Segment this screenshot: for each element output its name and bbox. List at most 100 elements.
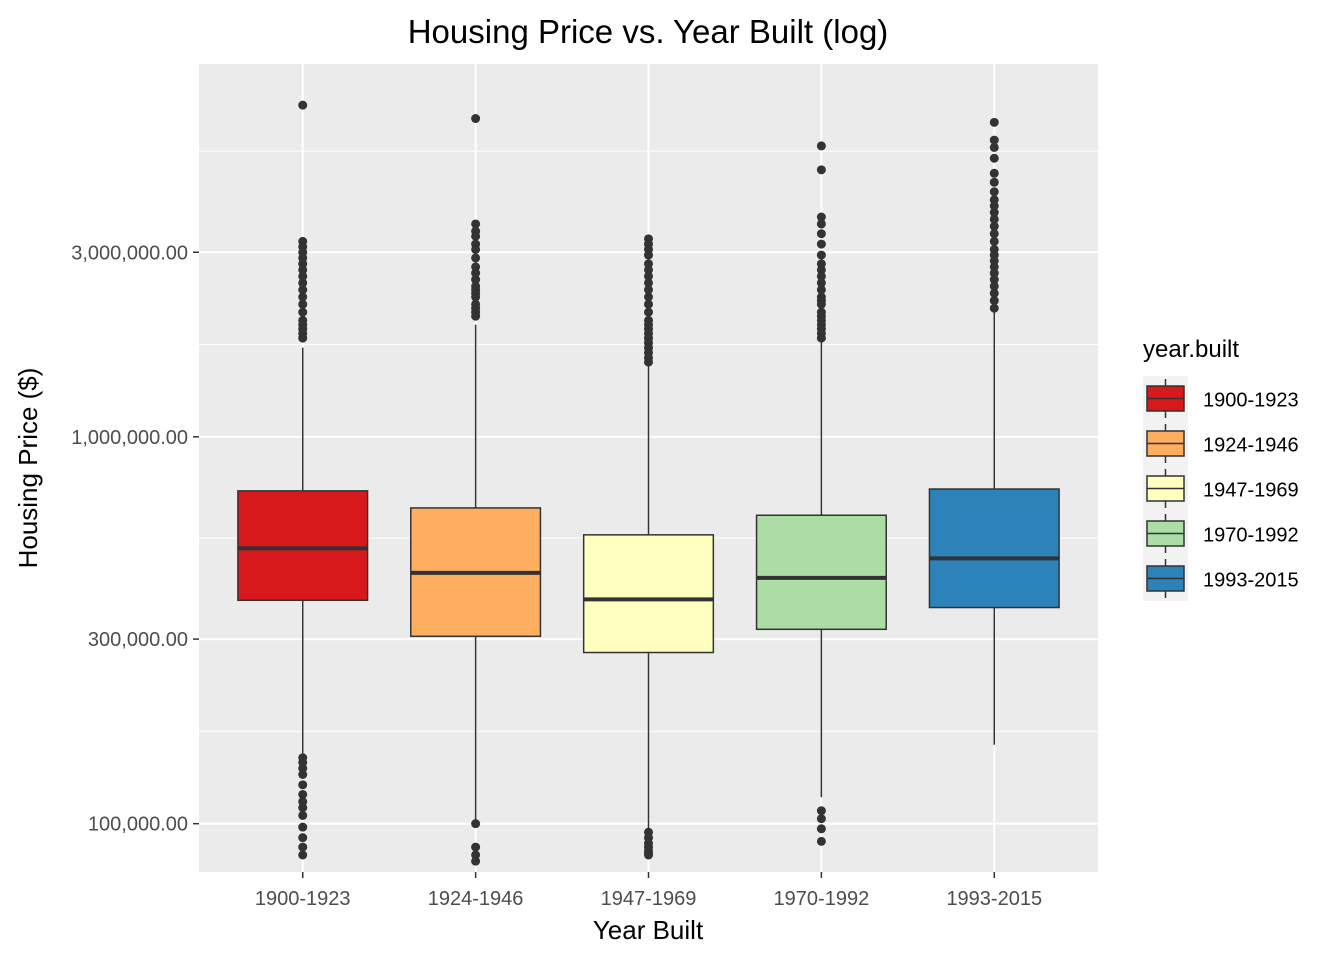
outlier-point (989, 303, 999, 313)
outlier-point (298, 307, 308, 317)
outlier-point (816, 271, 826, 281)
outlier-point (989, 229, 999, 239)
outlier-point (298, 769, 308, 779)
outlier-point (816, 299, 826, 309)
legend-item-1900-1923: 1900-1923 (1143, 376, 1299, 421)
y-axis-title: Housing Price ($) (13, 368, 43, 569)
outlier-point (298, 850, 308, 860)
outlier-point (298, 292, 308, 302)
outlier-point (989, 168, 999, 178)
outlier-point (471, 819, 481, 829)
box-1993-2015 (928, 117, 1060, 745)
legend-label: 1900-1923 (1203, 390, 1299, 412)
outlier-point (298, 803, 308, 813)
outlier-point (816, 239, 826, 249)
outlier-point (989, 214, 999, 224)
box-1947-1969 (582, 234, 715, 860)
legend-label: 1924-1946 (1203, 435, 1299, 457)
outlier-point (816, 212, 826, 222)
outlier-point (816, 278, 826, 288)
outlier-point (989, 201, 999, 211)
outlier-point (298, 100, 308, 110)
outlier-point (471, 262, 481, 272)
outlier-point (471, 253, 481, 263)
x-axis-title: Year Built (593, 915, 704, 945)
outlier-point (298, 285, 308, 295)
y-tick-label: 100,000.00 (88, 814, 188, 836)
outlier-point (816, 806, 826, 816)
outlier-point (471, 231, 481, 241)
outlier-point (644, 307, 653, 317)
outlier-point (989, 262, 999, 272)
legend-item-1970-1992: 1970-1992 (1143, 511, 1299, 556)
outlier-point (816, 824, 826, 834)
outlier-point (471, 244, 481, 254)
outlier-point (471, 292, 481, 302)
outlier-point (471, 850, 481, 860)
outlier-point (816, 219, 826, 229)
outlier-point (816, 333, 826, 343)
outlier-point (644, 850, 653, 860)
outlier-point (816, 250, 826, 260)
outlier-point (471, 311, 481, 321)
outlier-point (816, 229, 826, 239)
x-tick-label: 1924-1946 (428, 888, 524, 910)
outlier-point (471, 842, 481, 852)
outlier-point (989, 288, 999, 298)
box-1900-1923 (237, 100, 369, 860)
outlier-point (298, 789, 308, 799)
outlier-point (298, 763, 308, 773)
outlier-point (298, 299, 308, 309)
outlier-point (989, 281, 999, 291)
outlier-point (989, 153, 999, 163)
legend-title: year.built (1143, 336, 1239, 363)
outlier-point (298, 842, 308, 852)
boxes-layer (237, 100, 1060, 866)
outlier-point (989, 275, 999, 285)
legend-label: 1970-1992 (1203, 525, 1299, 547)
outlier-point (298, 833, 308, 843)
x-tick-label: 1900-1923 (255, 888, 351, 910)
box-1924-1946 (410, 114, 542, 866)
outlier-point (816, 265, 826, 275)
y-tick-label: 3,000,000.00 (71, 242, 188, 264)
outlier-point (644, 285, 653, 295)
outlier-point (989, 208, 999, 218)
outlier-point (471, 114, 481, 124)
outlier-point (816, 141, 826, 151)
legend-item-1993-2015: 1993-2015 (1143, 556, 1299, 601)
outlier-point (644, 292, 653, 302)
outlier-point (816, 285, 826, 295)
outlier-point (989, 177, 999, 187)
iqr-box (582, 534, 715, 654)
outlier-point (989, 296, 999, 306)
outlier-point (298, 271, 308, 281)
outlier-point (989, 221, 999, 231)
outlier-point (644, 271, 653, 281)
outlier-point (989, 135, 999, 145)
x-axis: 1900-1923 1924-1946 1947-1969 1970-1992 1993… (255, 872, 1042, 910)
iqr-box (928, 488, 1060, 609)
chart-title: Housing Price vs. Year Built (log) (408, 13, 889, 50)
outlier-point (989, 195, 999, 205)
legend-item-1947-1969: 1947-1969 (1143, 466, 1299, 511)
x-tick-label: 1970-1992 (774, 888, 870, 910)
iqr-box (237, 490, 369, 602)
box-1970-1992 (755, 141, 887, 846)
outlier-point (989, 187, 999, 197)
outlier-point (471, 856, 481, 866)
outlier-point (471, 219, 481, 229)
outlier-point (989, 142, 999, 152)
outlier-point (644, 250, 653, 260)
legend-items: 1900-1923 1924-1946 1947-1969 1970-1992 1993… (1143, 376, 1299, 601)
outlier-point (644, 278, 653, 288)
outlier-point (471, 275, 481, 285)
outlier-point (989, 268, 999, 278)
legend: year.built 1900-19231924-19461947-196919… (1143, 336, 1299, 601)
outlier-point (298, 278, 308, 288)
outlier-point (816, 165, 826, 175)
outlier-point (298, 810, 308, 820)
x-tick-label: 1947-1969 (601, 888, 697, 910)
outlier-point (989, 117, 999, 127)
